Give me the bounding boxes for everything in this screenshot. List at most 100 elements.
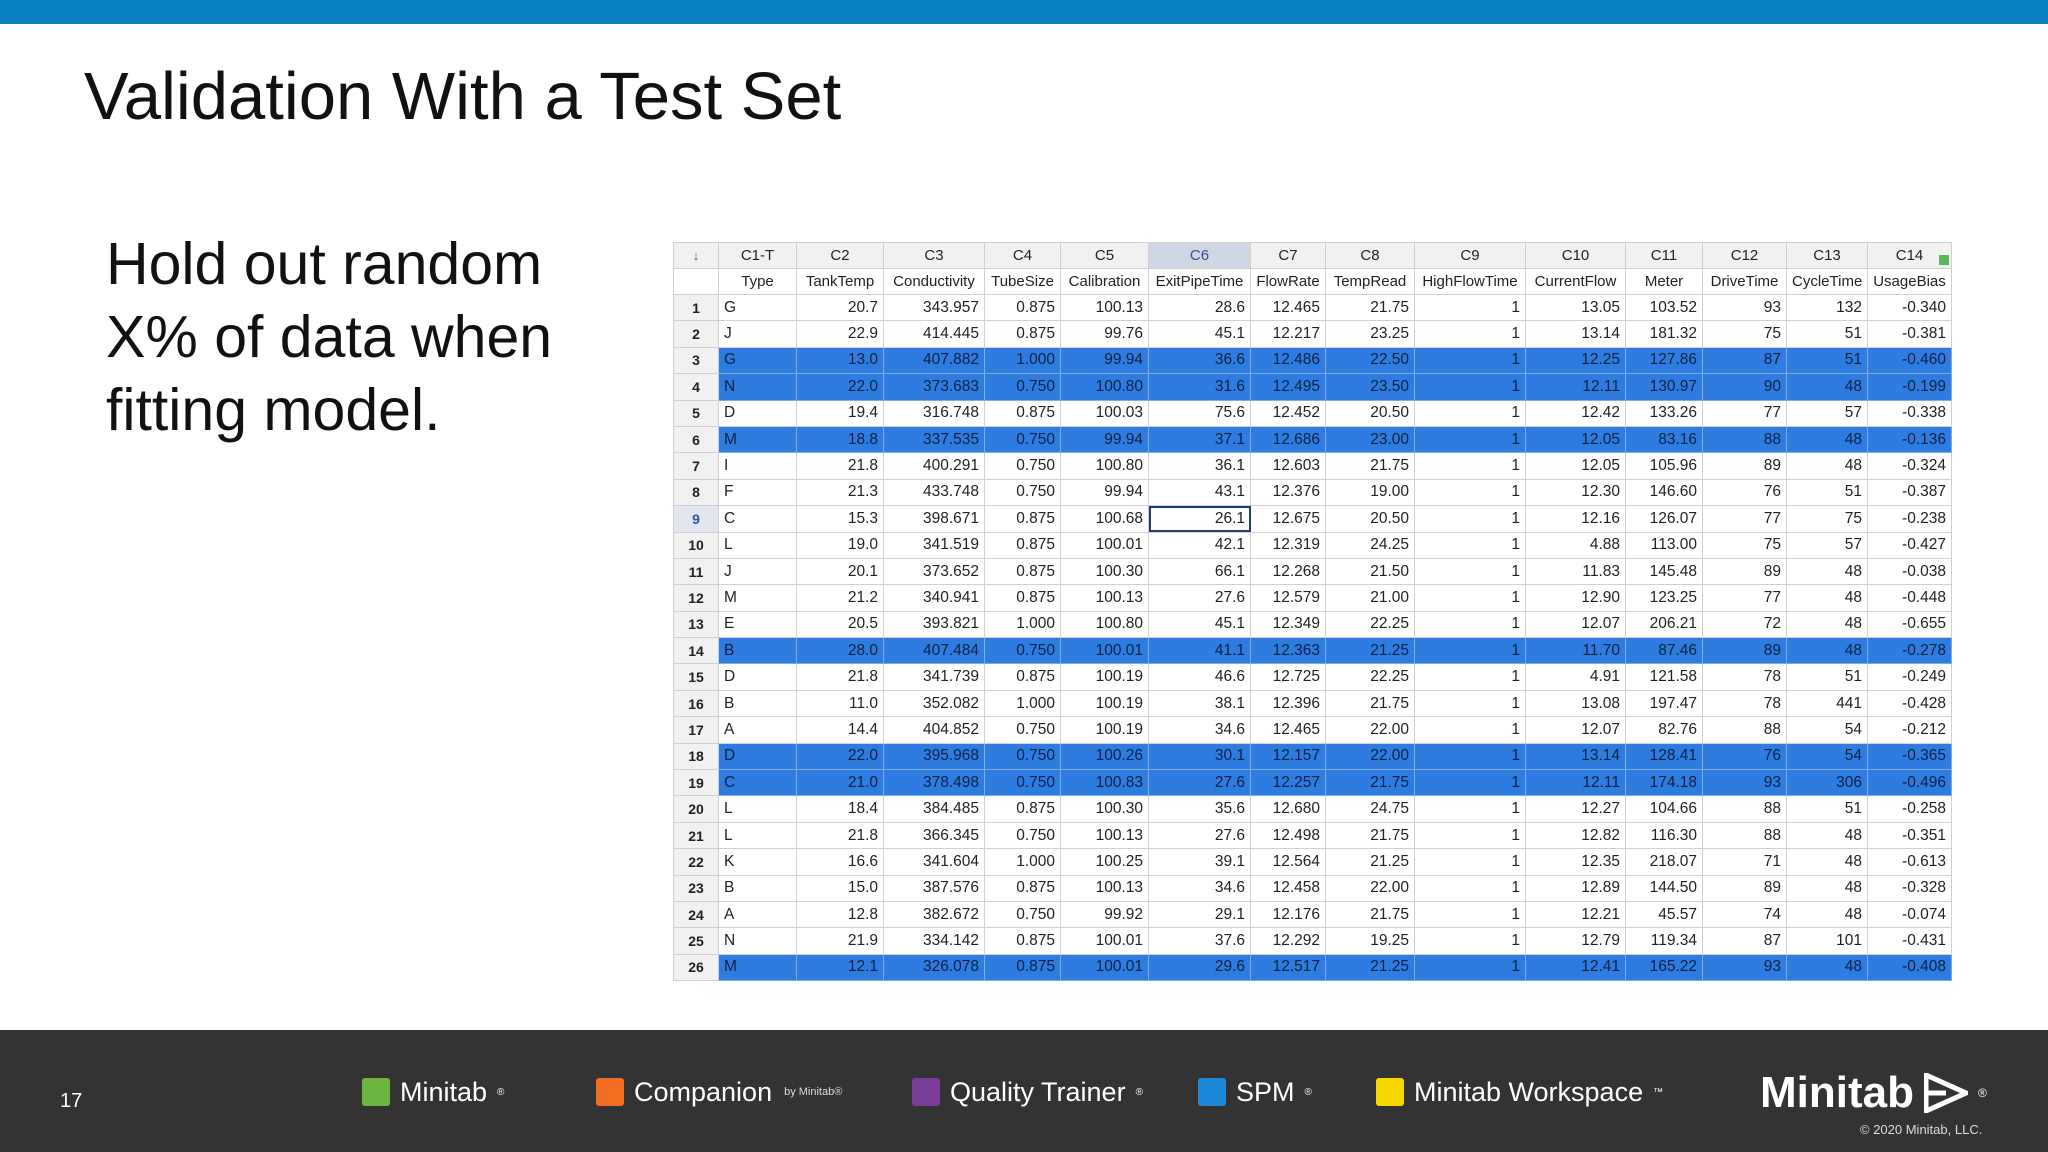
cell[interactable]: 34.6 — [1148, 716, 1251, 744]
cell[interactable]: 341.739 — [883, 663, 985, 691]
cell[interactable]: 12.498 — [1250, 821, 1326, 850]
cell[interactable]: 100.80 — [1060, 452, 1149, 480]
column-id-c9[interactable]: C9 — [1414, 242, 1526, 269]
column-name-calibration[interactable]: Calibration — [1060, 268, 1149, 295]
cell[interactable]: 343.957 — [883, 293, 985, 322]
cell[interactable]: C — [718, 769, 797, 797]
cell[interactable]: 14.4 — [796, 716, 884, 744]
cell[interactable]: 48 — [1786, 584, 1868, 612]
sort-arrow-icon[interactable]: ↓ — [673, 242, 719, 269]
cell[interactable]: 121.58 — [1625, 663, 1703, 691]
cell[interactable]: 89 — [1702, 557, 1787, 586]
cell[interactable]: 0.750 — [984, 742, 1061, 771]
cell[interactable]: 72 — [1702, 610, 1787, 639]
cell[interactable]: 12.495 — [1250, 373, 1326, 401]
cell[interactable]: 1 — [1414, 663, 1526, 691]
cell[interactable]: 71 — [1702, 848, 1787, 876]
cell[interactable]: 1 — [1414, 557, 1526, 586]
cell[interactable]: -0.340 — [1867, 293, 1952, 322]
cell[interactable]: -0.387 — [1867, 478, 1952, 507]
cell[interactable]: 29.1 — [1148, 900, 1251, 929]
row-number[interactable]: 20 — [673, 795, 719, 823]
cell[interactable]: 116.30 — [1625, 821, 1703, 850]
cell[interactable]: 51 — [1786, 795, 1868, 823]
cell[interactable]: 407.484 — [883, 637, 985, 665]
cell[interactable]: 100.26 — [1060, 742, 1149, 771]
cell[interactable]: 54 — [1786, 742, 1868, 771]
cell[interactable]: 100.30 — [1060, 795, 1149, 823]
cell[interactable]: -0.212 — [1867, 716, 1952, 744]
cell[interactable]: 23.00 — [1325, 425, 1415, 454]
cell[interactable]: 306 — [1786, 769, 1868, 797]
column-id-c5[interactable]: C5 — [1060, 242, 1149, 269]
cell[interactable]: 99.94 — [1060, 425, 1149, 454]
cell[interactable]: 22.9 — [796, 320, 884, 348]
row-number[interactable]: 22 — [673, 848, 719, 876]
cell[interactable]: 38.1 — [1148, 689, 1251, 718]
cell[interactable]: 197.47 — [1625, 689, 1703, 718]
cell[interactable]: 1.000 — [984, 689, 1061, 718]
cell[interactable]: A — [718, 716, 797, 744]
cell[interactable]: E — [718, 610, 797, 639]
cell[interactable]: 0.750 — [984, 716, 1061, 744]
cell[interactable]: B — [718, 689, 797, 718]
cell[interactable]: 441 — [1786, 689, 1868, 718]
cell[interactable]: 82.76 — [1625, 716, 1703, 744]
cell[interactable]: 1 — [1414, 452, 1526, 480]
column-id-c11[interactable]: C11 — [1625, 242, 1703, 269]
cell[interactable]: 1.000 — [984, 848, 1061, 876]
cell[interactable]: 0.750 — [984, 769, 1061, 797]
cell[interactable]: 165.22 — [1625, 953, 1703, 982]
cell[interactable]: 36.6 — [1148, 346, 1251, 375]
cell[interactable]: 0.875 — [984, 584, 1061, 612]
cell[interactable]: 12.89 — [1525, 874, 1626, 902]
cell[interactable]: 12.268 — [1250, 557, 1326, 586]
cell[interactable]: 75 — [1702, 531, 1787, 559]
cell[interactable]: 75 — [1702, 320, 1787, 348]
cell[interactable]: 12.25 — [1525, 346, 1626, 375]
cell[interactable]: 1 — [1414, 900, 1526, 929]
cell[interactable]: 12.11 — [1525, 373, 1626, 401]
cell[interactable]: 35.6 — [1148, 795, 1251, 823]
cell[interactable]: 93 — [1702, 953, 1787, 982]
cell[interactable]: 48 — [1786, 452, 1868, 480]
cell[interactable]: 37.6 — [1148, 927, 1251, 955]
column-name-tanktemp[interactable]: TankTemp — [796, 268, 884, 295]
cell[interactable]: 54 — [1786, 716, 1868, 744]
cell[interactable]: 352.082 — [883, 689, 985, 718]
cell[interactable]: -0.351 — [1867, 821, 1952, 850]
cell[interactable]: 1 — [1414, 505, 1526, 533]
cell[interactable]: 21.75 — [1325, 900, 1415, 929]
column-id-c14[interactable]: C14 — [1867, 242, 1952, 269]
cell[interactable]: -0.655 — [1867, 610, 1952, 639]
cell[interactable]: 27.6 — [1148, 769, 1251, 797]
row-number[interactable]: 21 — [673, 821, 719, 850]
cell[interactable]: 19.4 — [796, 399, 884, 427]
cell[interactable]: 48 — [1786, 425, 1868, 454]
cell[interactable]: 1 — [1414, 637, 1526, 665]
cell[interactable]: 100.30 — [1060, 557, 1149, 586]
cell[interactable]: 22.25 — [1325, 610, 1415, 639]
cell[interactable]: 181.32 — [1625, 320, 1703, 348]
cell[interactable]: 21.8 — [796, 663, 884, 691]
cell[interactable]: 57 — [1786, 399, 1868, 427]
cell[interactable]: 12.564 — [1250, 848, 1326, 876]
cell[interactable]: 21.9 — [796, 927, 884, 955]
cell[interactable]: G — [718, 293, 797, 322]
cell[interactable]: 12.35 — [1525, 848, 1626, 876]
cell[interactable]: 99.94 — [1060, 346, 1149, 375]
cell[interactable]: 123.25 — [1625, 584, 1703, 612]
cell[interactable]: 83.16 — [1625, 425, 1703, 454]
row-number[interactable]: 16 — [673, 689, 719, 718]
cell[interactable]: 12.27 — [1525, 795, 1626, 823]
cell[interactable]: 103.52 — [1625, 293, 1703, 322]
cell[interactable]: 21.8 — [796, 452, 884, 480]
cell[interactable]: 119.34 — [1625, 927, 1703, 955]
cell[interactable]: 366.345 — [883, 821, 985, 850]
cell[interactable]: -0.460 — [1867, 346, 1952, 375]
cell[interactable]: 88 — [1702, 821, 1787, 850]
cell[interactable]: 395.968 — [883, 742, 985, 771]
cell[interactable]: 21.75 — [1325, 452, 1415, 480]
cell[interactable]: -0.338 — [1867, 399, 1952, 427]
cell[interactable]: J — [718, 320, 797, 348]
